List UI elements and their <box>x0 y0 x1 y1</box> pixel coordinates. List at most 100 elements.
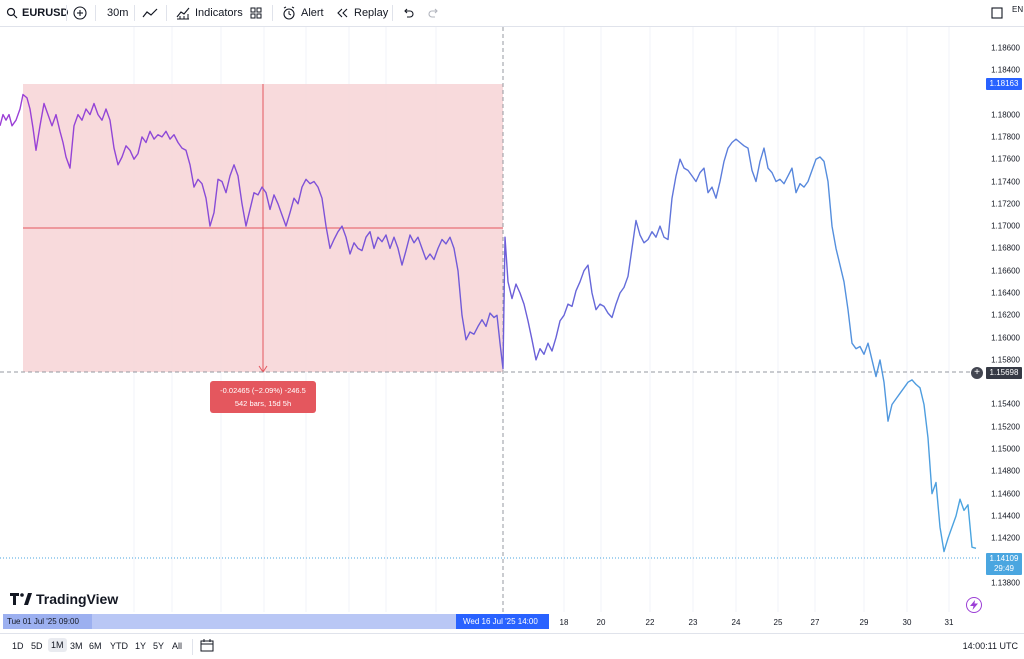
calendar-icon <box>200 639 214 652</box>
compare-button[interactable] <box>73 0 87 26</box>
price-tick-label: 1.18000 <box>991 110 1020 120</box>
bottom-toolbar: 1D 5D 1M 3M 6M YTD 1Y 5Y All 14:00:11 UT… <box>0 633 1024 659</box>
price-tick-label: 1.14400 <box>991 511 1020 521</box>
range-ytd[interactable]: YTD <box>110 641 128 651</box>
language-button[interactable]: EN <box>1012 0 1023 22</box>
price-tick-label: 1.15400 <box>991 399 1020 409</box>
indicators-button[interactable]: Indicators <box>176 0 243 26</box>
price-tick-label: 1.15200 <box>991 422 1020 432</box>
tradingview-logo-icon <box>10 593 32 605</box>
indicators-icon <box>176 7 190 20</box>
time-tick-label: 27 <box>810 618 820 627</box>
redo-icon <box>428 8 438 18</box>
range-5d[interactable]: 5D <box>31 641 43 651</box>
measure-top-price-badge: 1.18163 <box>986 78 1022 90</box>
price-axis[interactable]: 1.18600 1.18400 1.18000 1.17800 1.17600 1.174… <box>980 27 1024 612</box>
price-tick-label: 1.15800 <box>991 355 1020 365</box>
goto-date-button[interactable] <box>200 639 214 657</box>
utc-clock[interactable]: 14:00:11 UTC <box>962 641 1018 651</box>
indicators-label: Indicators <box>195 7 243 19</box>
add-alert-plus-icon[interactable]: + <box>971 367 983 379</box>
measure-start-time-text: Tue 01 Jul '25 09:00 <box>7 617 79 626</box>
replay-button[interactable]: Replay <box>337 0 388 26</box>
plus-circle-icon <box>73 6 87 20</box>
bar-countdown: 29:49 <box>993 564 1015 573</box>
crosshair-time-text: Wed 16 Jul '25 14:00 <box>463 617 538 626</box>
redo-button[interactable] <box>428 0 440 26</box>
range-5y[interactable]: 5Y <box>153 641 165 651</box>
price-tick-label: 1.14800 <box>991 466 1020 476</box>
alert-button[interactable]: Alert <box>282 0 324 26</box>
divider <box>95 5 96 21</box>
measure-arrow-head <box>258 365 268 373</box>
divider <box>192 639 193 655</box>
line-chart-icon <box>142 8 158 18</box>
price-tick-label: 1.17400 <box>991 177 1020 186</box>
search-icon <box>6 7 18 19</box>
interval-button[interactable]: 30m <box>107 0 128 26</box>
square-icon <box>991 7 1003 19</box>
measure-change-text: -0.02465 (−2.09%) -246.5 <box>220 386 306 395</box>
alarm-clock-icon <box>283 6 295 20</box>
symbol-label: EURUSD <box>22 7 69 19</box>
interval-label: 30m <box>107 7 129 19</box>
time-tick-label: 30 <box>902 618 912 627</box>
price-tick-label: 1.17800 <box>991 132 1020 142</box>
measure-time-range <box>92 614 456 629</box>
price-tick-label: 1.16600 <box>991 266 1020 276</box>
time-tick-label: 25 <box>773 618 783 627</box>
price-tick-label: 1.17600 <box>991 154 1020 164</box>
divider <box>272 5 273 21</box>
time-tick-label: 23 <box>688 618 698 627</box>
tradingview-wordmark: TradingView <box>36 591 119 607</box>
top-toolbar: EURUSD 30m Indicators Alert Replay EN <box>0 0 1024 27</box>
crosshair-time-badge: Wed 16 Jul '25 14:00 <box>456 614 549 629</box>
price-tick-label: 1.18600 <box>991 43 1020 53</box>
measure-info-box: -0.02465 (−2.09%) -246.5 542 bars, 15d 5… <box>210 381 316 413</box>
divider <box>392 5 393 21</box>
price-chart[interactable] <box>0 27 980 612</box>
range-1y[interactable]: 1Y <box>135 641 147 651</box>
time-tick-label: 20 <box>596 618 606 627</box>
price-tick-label: 1.16000 <box>991 333 1020 343</box>
price-tick-label: 1.17000 <box>991 221 1020 231</box>
price-tick-label: 1.18400 <box>991 65 1020 75</box>
range-1d[interactable]: 1D <box>12 641 24 651</box>
undo-button[interactable] <box>402 0 414 26</box>
grid-icon <box>250 7 262 19</box>
price-tick-label: 1.14200 <box>991 533 1020 543</box>
symbol-search[interactable]: EURUSD <box>6 0 68 26</box>
last-price-value: 1.14109 <box>989 554 1019 563</box>
price-tick-label: 1.16200 <box>991 310 1020 320</box>
time-tick-label: 31 <box>944 618 954 627</box>
chart-type-button[interactable] <box>142 0 158 26</box>
time-tick-label: 22 <box>645 618 655 627</box>
lightning-button[interactable] <box>966 597 982 613</box>
divider <box>134 5 135 21</box>
crosshair-price-badge: 1.15698 <box>986 367 1022 379</box>
range-3m[interactable]: 3M <box>70 641 83 651</box>
divider <box>66 5 67 21</box>
layouts-button[interactable] <box>250 0 262 26</box>
price-series-line <box>0 93 977 553</box>
measure-bars-text: 542 bars, 15d 5h <box>234 399 292 408</box>
alert-label: Alert <box>301 7 324 19</box>
range-1m[interactable]: 1M <box>48 638 67 652</box>
time-tick-label: 24 <box>731 618 741 627</box>
tradingview-logo[interactable]: TradingView <box>10 589 118 609</box>
time-tick-label: 29 <box>859 618 869 627</box>
range-6m[interactable]: 6M <box>89 641 102 651</box>
price-tick-label: 1.14600 <box>991 489 1020 499</box>
fullscreen-button[interactable] <box>991 0 1003 26</box>
price-tick-label: 1.17200 <box>991 199 1020 209</box>
divider <box>166 5 167 21</box>
undo-icon <box>404 8 414 18</box>
range-all[interactable]: All <box>172 641 183 651</box>
rewind-icon <box>337 8 348 18</box>
lightning-icon <box>970 600 978 610</box>
price-tick-label: 1.13800 <box>991 578 1020 588</box>
language-label: EN <box>1012 4 1024 14</box>
price-tick-label: 1.16800 <box>991 243 1020 253</box>
replay-label: Replay <box>354 7 389 19</box>
price-tick-label: 1.16400 <box>991 288 1020 298</box>
